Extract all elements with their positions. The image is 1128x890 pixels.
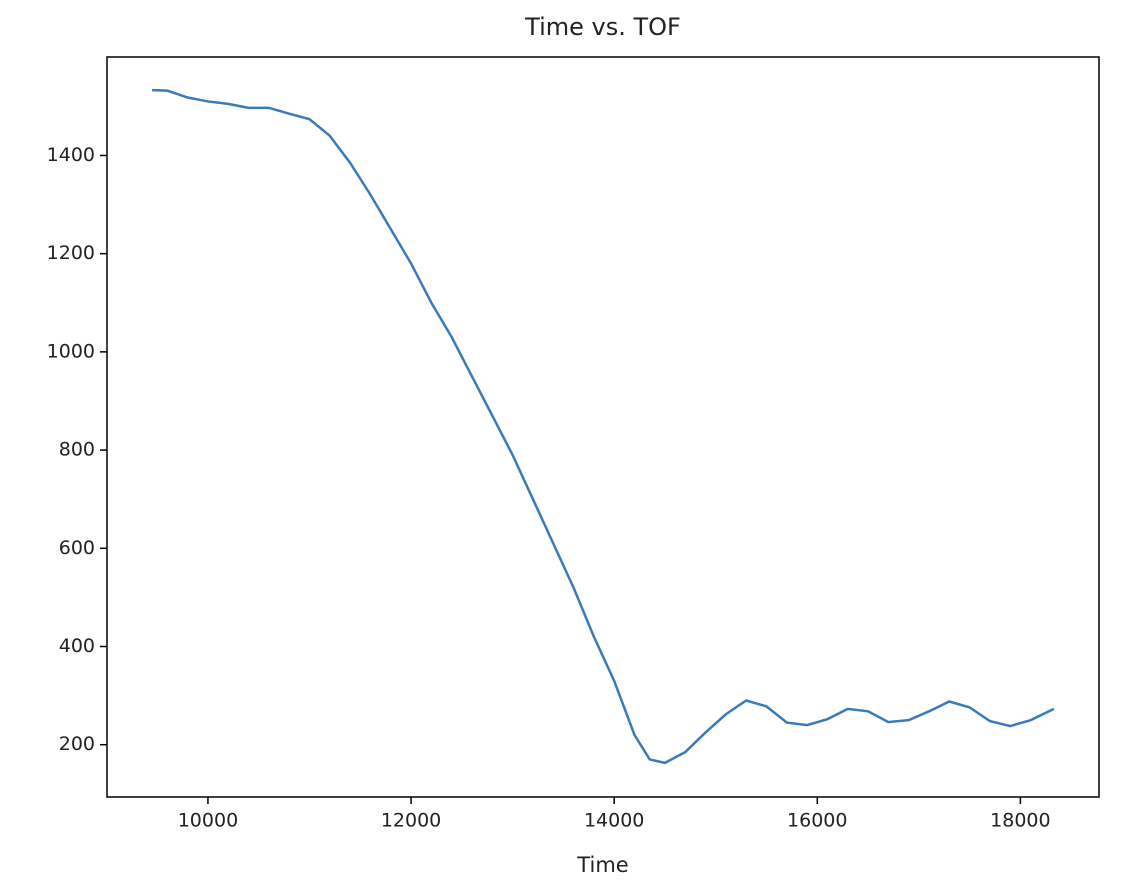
x-axis-label: Time	[576, 853, 628, 877]
y-tick-label: 600	[59, 537, 95, 559]
x-tick-label: 14000	[584, 810, 644, 832]
y-tick-label: 1000	[47, 340, 95, 362]
plot-frame	[106, 56, 1100, 798]
x-tick-label: 10000	[178, 810, 238, 832]
y-tick-label: 800	[59, 439, 95, 461]
y-tick-label: 1200	[47, 242, 95, 264]
x-tick-label: 18000	[990, 810, 1050, 832]
x-tick-label: 12000	[381, 810, 441, 832]
x-tick-label: 16000	[787, 810, 847, 832]
y-tick-label: 400	[59, 635, 95, 657]
y-tick-label: 200	[59, 733, 95, 755]
y-tick-label: 1400	[47, 144, 95, 166]
chart-title: Time vs. TOF	[524, 13, 681, 41]
data-line	[152, 88, 1055, 765]
